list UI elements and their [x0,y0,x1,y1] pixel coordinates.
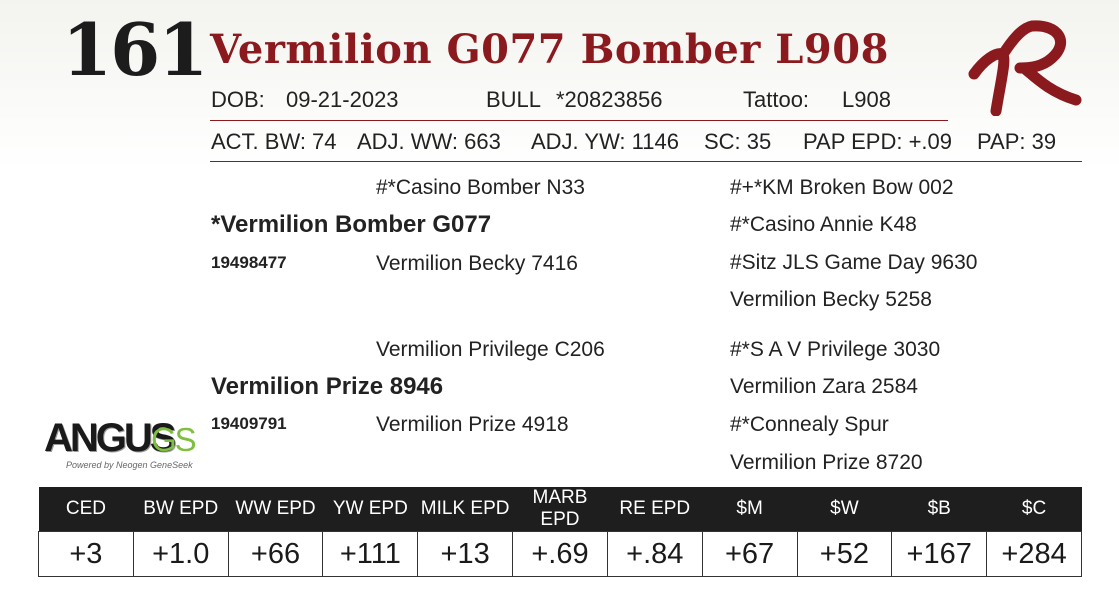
pap-value: PAP: 39 [977,129,1057,154]
angus-gs-text: GS [151,421,197,458]
actual-birth-weight: ACT. BW: 74 [211,129,337,154]
epd-value-ced: +3 [38,531,134,577]
epd-value-w: +52 [796,531,893,577]
epd-value-c: +284 [986,531,1082,577]
epd-header-marb: MARB EPD [512,487,608,532]
adjusted-weaning-weight: ADJ. WW: 663 [357,129,501,154]
scrotal-circumference: SC: 35 [704,129,772,154]
vermilion-brand-icon [968,20,1082,116]
pap-epd: PAP EPD: +.09 [803,129,952,154]
dob-label: DOB: [211,87,265,112]
sire-sire-sire: #+*KM Broken Bow 002 [730,176,954,199]
tattoo-label: Tattoo: [743,87,810,112]
sire-dam: Vermilion Becky 7416 [376,252,578,275]
epd-value-ww: +66 [227,531,324,577]
registration-number: *20823856 [556,87,663,112]
epd-value-marb: +.69 [512,531,608,577]
angus-gs-logo: ANGUS GS Powered by Neogen GeneSeek [44,416,197,476]
dam-sire: Vermilion Privilege C206 [376,338,605,361]
epd-header-ww: WW EPD [228,487,323,532]
epd-header-w: $W [797,487,892,532]
tattoo-value: L908 [842,87,891,112]
header-divider-top [210,120,948,121]
epd-value-m: +67 [701,531,798,577]
angus-logo-text: ANGUS [44,416,176,460]
dob-value: 09-21-2023 [286,87,399,112]
header-divider-bottom [210,161,1082,162]
epd-value-row: +3 +1.0 +66 +111 +13 +.69 +.84 +67 +52 +… [38,531,1082,577]
epd-value-bw: +1.0 [132,531,229,577]
epd-header-milk: MILK EPD [417,487,513,532]
epd-value-b: +167 [891,531,988,577]
dam-sire-sire: #*S A V Privilege 3030 [730,338,941,361]
sire-dam-dam: Vermilion Becky 5258 [730,288,932,311]
epd-header-re: RE EPD [607,487,703,532]
adjusted-yearling-weight: ADJ. YW: 1146 [531,129,679,154]
epd-value-milk: +13 [417,531,514,577]
dam-dam-dam: Vermilion Prize 8720 [730,451,923,474]
epd-header-c: $C [986,487,1082,532]
epd-header-row: CED BW EPD WW EPD YW EPD MILK EPD MARB E… [38,487,1082,532]
epd-table: CED BW EPD WW EPD YW EPD MILK EPD MARB E… [38,487,1082,577]
epd-header-ced: CED [38,487,134,532]
sire-sire-dam: #*Casino Annie K48 [730,213,917,236]
dam-dam-sire: #*Connealy Spur [730,413,889,436]
epd-header-m: $M [702,487,797,532]
sire-sire: #*Casino Bomber N33 [376,176,585,199]
dam-registration: 19409791 [211,414,287,433]
epd-header-yw: YW EPD [322,487,418,532]
sex-label: BULL [486,87,542,112]
dam-name: Vermilion Prize 8946 [211,373,444,400]
epd-header-bw: BW EPD [133,487,229,532]
epd-value-yw: +111 [322,531,419,577]
sire-name: *Vermilion Bomber G077 [211,211,492,238]
dam-sire-dam: Vermilion Zara 2584 [730,375,918,398]
epd-header-b: $B [891,487,987,532]
animal-name: Vermilion G077 Bomber L908 [210,26,889,73]
lot-number: 161 [62,7,208,92]
dam-dam: Vermilion Prize 4918 [376,413,569,436]
epd-value-re: +.84 [606,531,703,577]
angus-tagline: Powered by Neogen GeneSeek [66,460,193,470]
sire-dam-sire: #Sitz JLS Game Day 9630 [730,251,978,274]
sire-registration: 19498477 [211,253,287,272]
